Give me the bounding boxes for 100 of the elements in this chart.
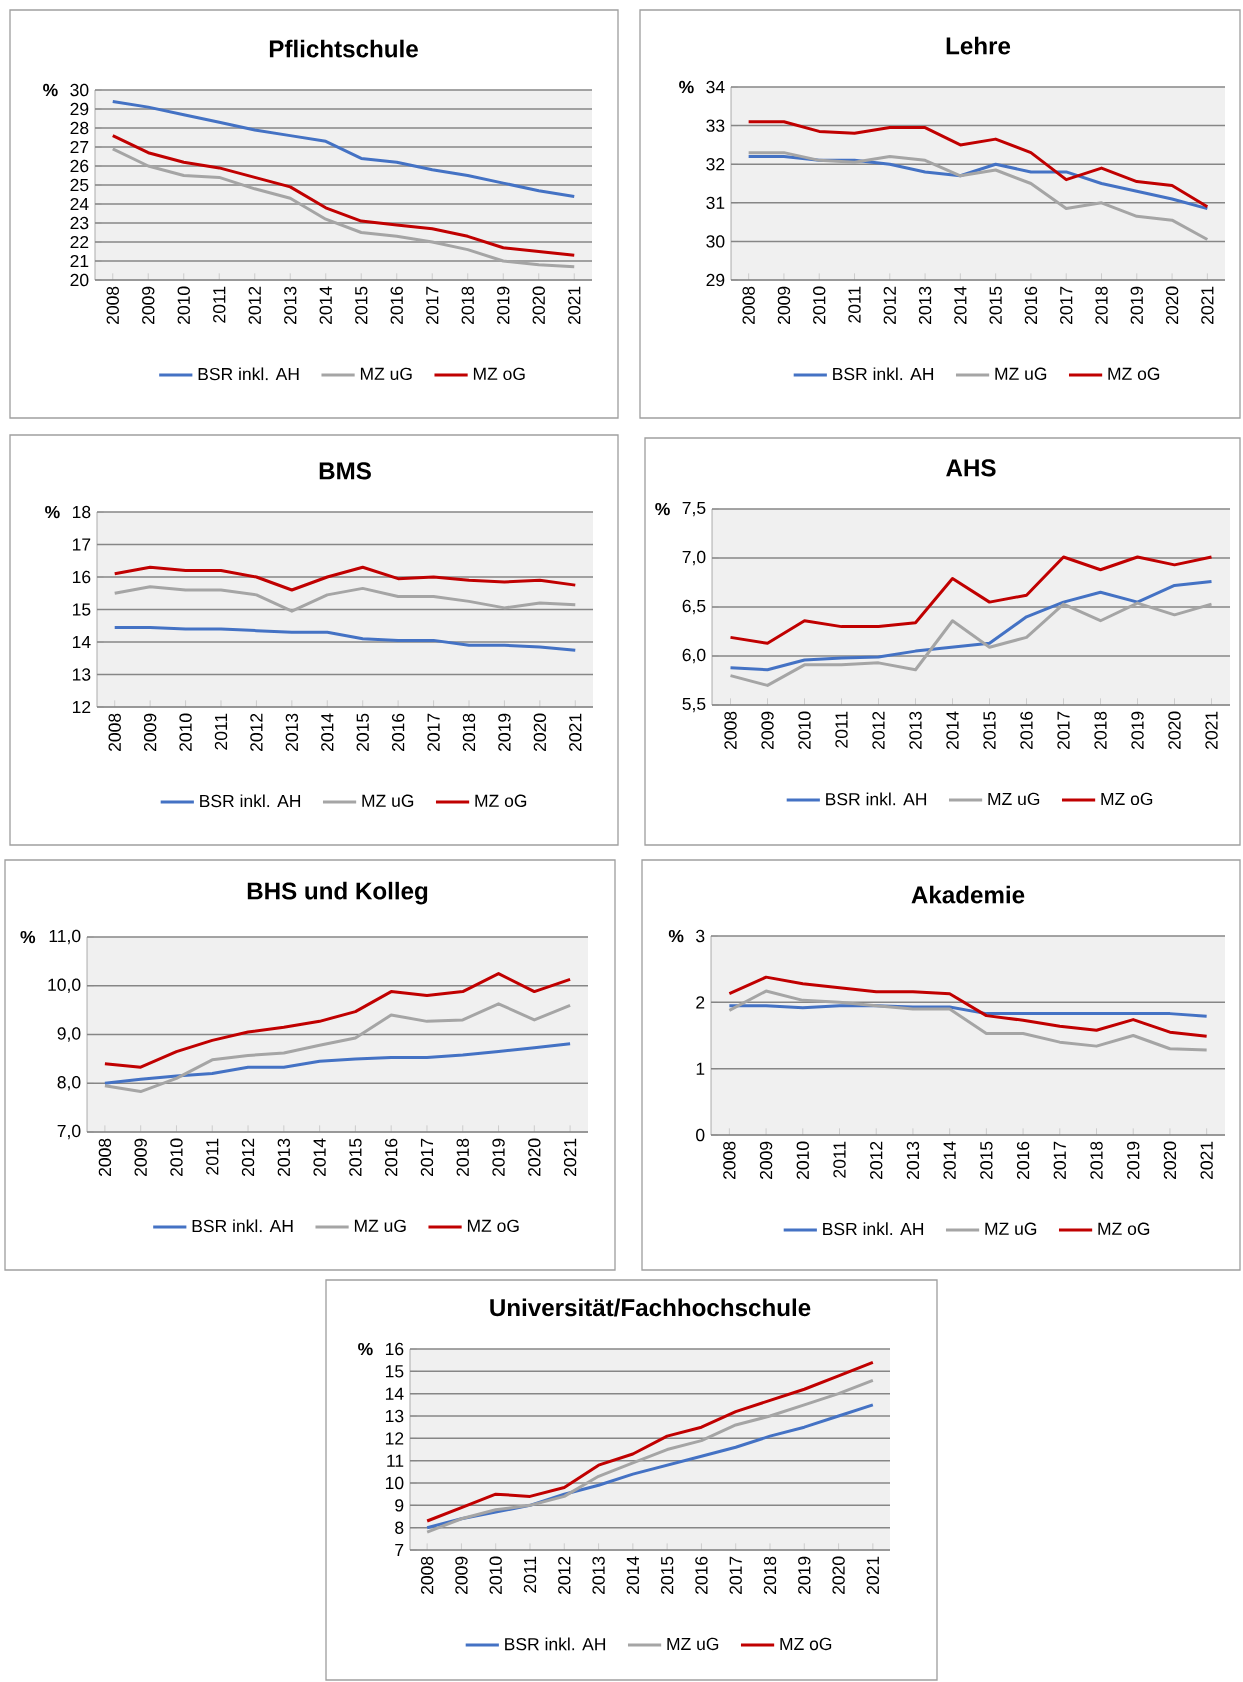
x-tick-label: 2014 [943,1141,956,1179]
y-tick-label: 28 [70,121,89,135]
x-tick-label: 2017 [1053,1141,1066,1179]
y-tick-label: 15 [72,603,91,616]
y-axis-title: % [45,505,60,519]
x-tick-label: 2011 [835,711,848,748]
x-tick-label: 2018 [763,1556,777,1594]
x-tick-label: 2013 [285,713,299,751]
legend-label: BSR inkl. AH [198,367,299,381]
x-tick-label: 2010 [177,286,190,324]
legend-label: MZ oG [475,794,527,808]
legend-label: BSR inkl. AH [826,792,927,806]
line-series [747,120,1209,209]
x-tick-label: 2009 [143,713,157,751]
legend-label: MZ oG [780,1637,832,1651]
x-tick-label: 2012 [248,286,261,324]
x-tick-label: 2012 [872,711,885,749]
legend-label: MZ oG [1098,1222,1150,1235]
x-tick-label: 2021 [866,1556,880,1594]
x-tick-label: 2012 [558,1556,571,1594]
x-tick-label: 2016 [1016,1141,1030,1179]
x-tick-label: 2020 [1168,711,1181,749]
legend-label: BSR inkl. AH [823,1222,924,1236]
x-tick-label: 2021 [1200,1141,1213,1179]
x-tick-label: 2015 [989,286,1002,324]
legend-label: MZ uG [362,794,414,808]
x-tick-label: 2015 [356,713,369,751]
line-series [103,1042,572,1085]
x-tick-label: 2011 [848,286,861,323]
x-tick-label: 2020 [832,1556,845,1594]
x-tick-label: 2008 [106,286,119,324]
x-tick-label: 2016 [695,1556,708,1594]
x-tick-label: 2010 [798,711,811,749]
line-series [111,99,576,198]
x-tick-label: 2019 [492,1138,505,1176]
x-tick-label: 2014 [946,711,959,749]
x-tick-label: 2010 [813,286,826,324]
x-tick-label: 2020 [1163,1141,1177,1179]
line-series [727,989,1209,1052]
x-tick-label: 2014 [321,713,334,751]
x-tick-label: 2016 [391,713,405,751]
x-tick-label: 2015 [355,286,368,324]
legend-label: MZ oG [473,367,525,381]
x-tick-label: 2013 [592,1556,605,1594]
chart-title: Universität/Fachhochschule [490,1298,811,1317]
y-tick-label: 11,0 [49,929,81,945]
x-tick-label: 2012 [241,1138,255,1176]
x-tick-label: 2020 [532,286,545,324]
x-tick-label: 2012 [250,713,263,751]
y-tick-label: 10 [385,1476,404,1490]
x-tick-label: 2020 [533,713,547,751]
x-tick-label: 2009 [761,711,774,749]
y-tick-label: 7 [395,1544,404,1557]
chart-title: Lehre [946,36,1011,55]
legend-label: MZ uG [995,367,1047,381]
x-tick-label: 2018 [1090,1141,1103,1179]
x-tick-label: 2008 [723,1141,736,1179]
y-axis-title: % [668,929,684,943]
x-tick-label: 2008 [108,713,121,751]
x-tick-label: 2015 [660,1556,674,1594]
x-tick-label: 2011 [213,286,226,323]
line-series [111,147,576,269]
y-tick-label: 27 [70,140,89,154]
legend-label: MZ uG [985,1222,1037,1235]
x-tick-label: 2016 [1020,711,1033,749]
x-tick-label: 2014 [313,1138,326,1176]
y-tick-label: 6,5 [682,599,706,615]
y-tick-label: 10,0 [48,978,81,993]
x-tick-label: 2009 [455,1556,468,1594]
y-tick-label: 26 [70,159,89,173]
x-tick-label: 2008 [98,1138,112,1176]
y-tick-label: 1 [696,1062,705,1075]
line-series [425,1378,875,1534]
x-tick-label: 2017 [427,713,440,751]
x-tick-label: 2017 [420,1138,434,1176]
y-tick-label: 15 [385,1365,404,1378]
y-tick-label: 0 [696,1128,705,1142]
chart-title: BHS und Kolleg [247,881,428,905]
line-series [729,555,1213,645]
y-tick-label: 14 [72,636,91,649]
x-tick-label: 2017 [729,1556,742,1594]
y-tick-label: 12 [385,1432,404,1445]
x-tick-label: 2021 [1201,286,1214,324]
x-tick-label: 2020 [1165,286,1179,324]
x-tick-label: 2013 [909,711,922,749]
y-tick-label: 5,5 [682,697,706,713]
y-tick-label: 29 [706,273,725,287]
y-axis-title: % [655,502,670,516]
x-tick-label: 2011 [214,713,228,750]
y-tick-label: 16 [72,570,91,584]
legend-label: MZ uG [354,1219,406,1233]
x-tick-label: 2013 [906,1141,920,1179]
x-tick-label: 2017 [1060,286,1073,324]
x-tick-label: 2014 [626,1556,640,1594]
legend-label: BSR inkl. AH [833,367,934,381]
x-tick-label: 2009 [777,286,791,324]
y-tick-label: 7,5 [682,501,706,517]
y-tick-label: 12 [72,700,91,714]
line-series [113,585,577,613]
y-tick-label: 9 [395,1499,404,1512]
